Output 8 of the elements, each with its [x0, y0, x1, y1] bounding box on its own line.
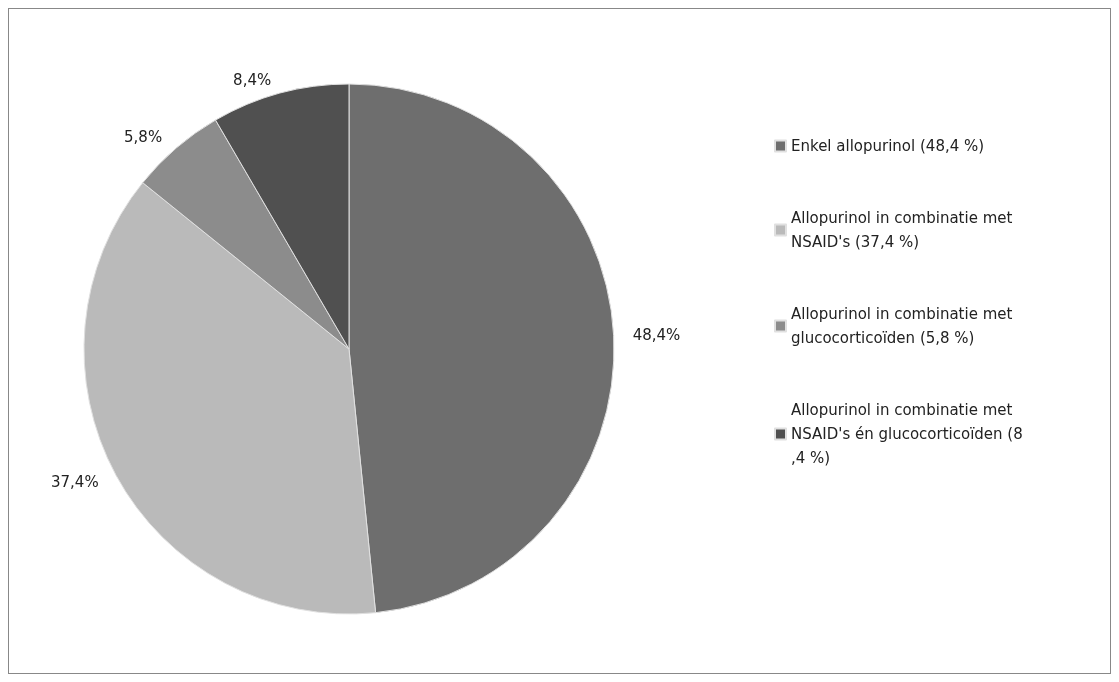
data-label: 5,8%: [124, 128, 163, 147]
legend-label: Enkel allopurinol (48,4 %): [791, 137, 985, 155]
data-label: 48,4%: [632, 325, 681, 344]
legend-label: Allopurinol in combinatie met NSAID's (37,4 %): [791, 209, 1018, 251]
data-label: 8,4%: [233, 70, 272, 89]
legend-label: Allopurinol in combinatie met glucocorticoïden (5,8 %): [791, 305, 1018, 347]
data-label: 37,4%: [51, 472, 99, 491]
legend-label: Allopurinol in combinatie met NSAID's én glucocorticoïden (8,4 %): [791, 401, 1023, 467]
